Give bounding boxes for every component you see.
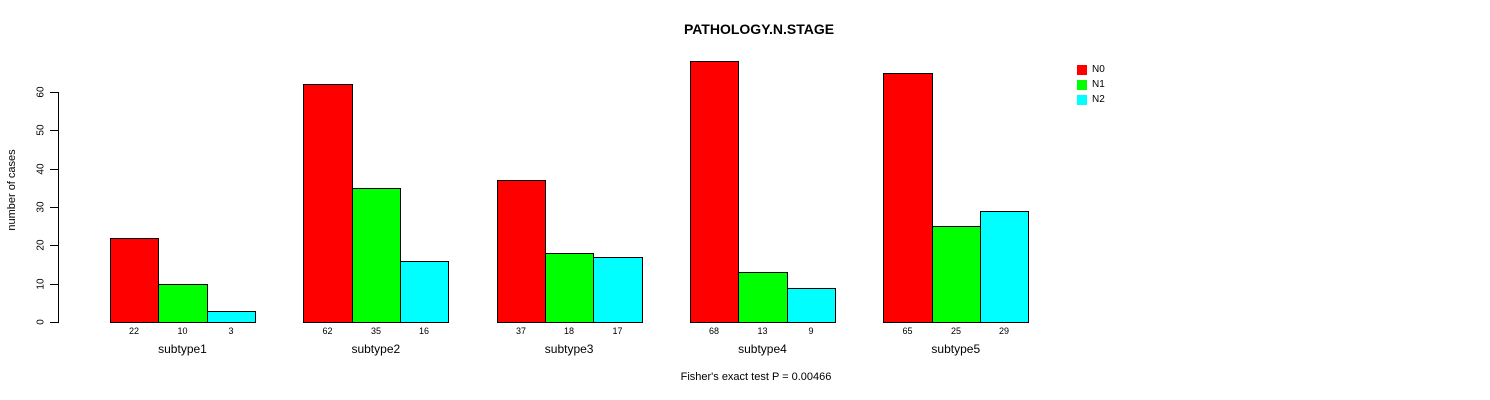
bar-n0-subtype3 — [497, 180, 546, 323]
y-axis-tick — [50, 130, 58, 131]
bar-value-label: 37 — [515, 326, 527, 336]
bar-n2-subtype3 — [593, 257, 643, 323]
bar-value-label: 68 — [708, 326, 720, 336]
bar-n1-subtype2 — [352, 188, 401, 323]
category-label-subtype3: subtype3 — [544, 342, 594, 356]
y-axis-tick — [50, 322, 58, 323]
bar-value-label: 62 — [322, 326, 333, 336]
chart-title: PATHOLOGY.N.STAGE — [683, 21, 835, 37]
legend-swatch-n2 — [1077, 95, 1087, 105]
bar-value-label: 18 — [563, 326, 575, 336]
y-axis-tick — [50, 245, 58, 246]
y-axis-tick-label: 60 — [35, 86, 47, 98]
y-axis-tick-label: 0 — [35, 319, 47, 325]
y-axis-tick-label: 50 — [35, 124, 47, 136]
legend-label-n0: N0 — [1092, 64, 1105, 75]
bar-n0-subtype1 — [110, 238, 159, 323]
bar-n0-subtype2 — [303, 84, 353, 323]
y-axis-tick-label: 40 — [35, 163, 47, 175]
category-label-subtype5: subtype5 — [931, 342, 981, 356]
legend-swatch-n0 — [1077, 65, 1087, 75]
legend-label-n1: N1 — [1092, 79, 1105, 90]
bar-value-label: 16 — [418, 326, 430, 336]
bar-value-label: 35 — [370, 326, 382, 336]
category-label-subtype2: subtype2 — [351, 342, 401, 356]
y-axis-tick — [50, 284, 58, 285]
y-axis-tick-label: 20 — [35, 239, 47, 251]
y-axis-tick-label: 10 — [35, 278, 47, 290]
bar-n1-subtype4 — [738, 272, 788, 323]
bar-value-label: 10 — [177, 326, 188, 336]
y-axis-tick — [50, 207, 58, 208]
bar-n2-subtype1 — [207, 311, 256, 323]
bar-value-label: 29 — [998, 326, 1010, 336]
caption: Fisher's exact test P = 0.00466 — [680, 371, 832, 383]
bar-n2-subtype2 — [400, 261, 449, 323]
bar-n2-subtype4 — [787, 288, 836, 323]
y-axis-tick-label: 30 — [35, 201, 47, 213]
bar-n1-subtype3 — [545, 253, 594, 323]
bar-value-label: 17 — [612, 326, 623, 336]
bar-value-label: 65 — [902, 326, 913, 336]
y-axis-tick — [50, 92, 58, 93]
bar-value-label: 13 — [757, 326, 768, 336]
y-axis-line — [58, 92, 59, 323]
y-axis-tick — [50, 169, 58, 170]
bar-n0-subtype5 — [883, 73, 933, 323]
bar-n1-subtype5 — [932, 226, 981, 323]
bar-value-label: 22 — [128, 326, 140, 336]
bar-n0-subtype4 — [690, 61, 739, 323]
category-label-subtype1: subtype1 — [158, 342, 207, 356]
y-axis-label: number of cases — [6, 149, 18, 231]
bar-value-label: 25 — [950, 326, 962, 336]
legend-swatch-n1 — [1077, 80, 1087, 90]
bar-value-label: 9 — [808, 326, 814, 336]
legend-label-n2: N2 — [1092, 94, 1105, 105]
bar-n2-subtype5 — [980, 211, 1029, 323]
bar-n1-subtype1 — [158, 284, 208, 323]
bar-value-label: 3 — [228, 326, 234, 336]
category-label-subtype4: subtype4 — [738, 342, 787, 356]
